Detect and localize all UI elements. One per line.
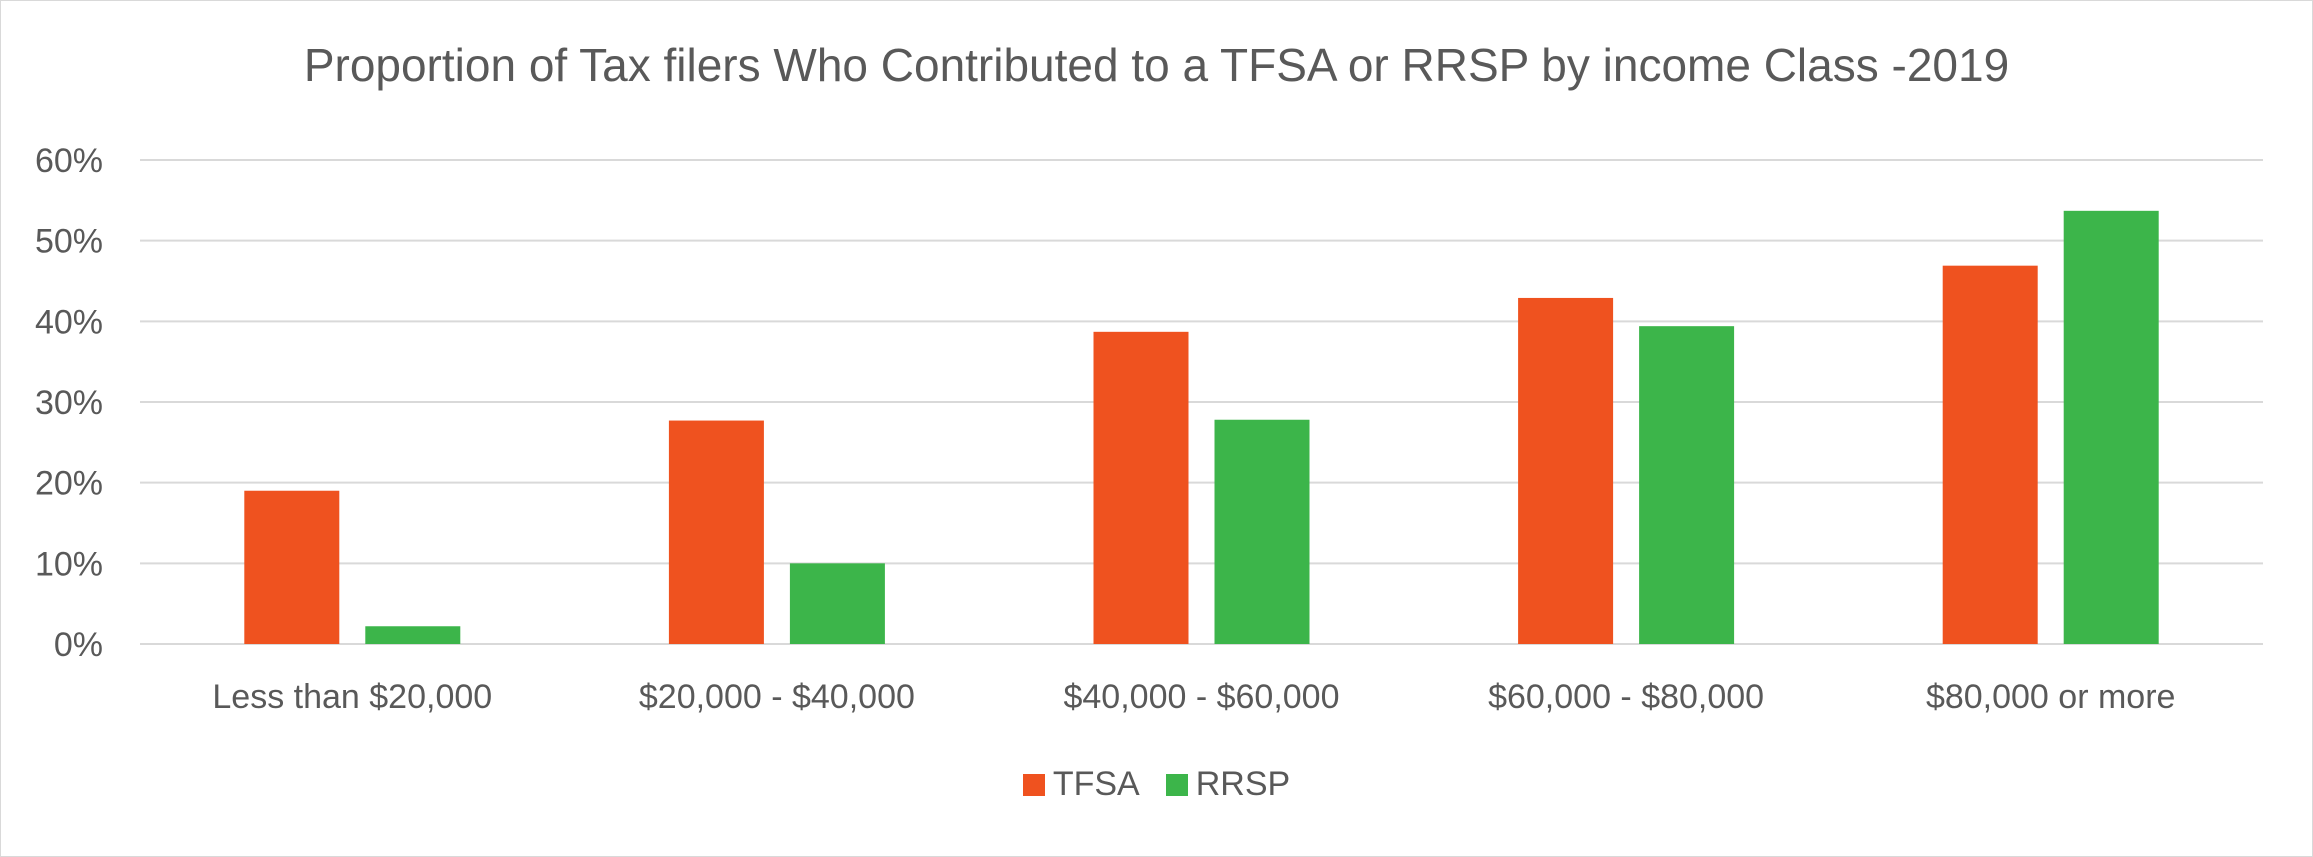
bar-tfsa bbox=[244, 490, 340, 644]
x-tick-label: $40,000 - $60,000 bbox=[1063, 678, 1339, 716]
y-tick-label: 20% bbox=[35, 465, 103, 503]
legend-swatch-rrsp bbox=[1165, 773, 1188, 796]
bar-tfsa bbox=[1518, 297, 1614, 644]
legend-swatch-tfsa bbox=[1022, 773, 1045, 796]
x-tick-label: $60,000 - $80,000 bbox=[1488, 678, 1764, 716]
legend-item-rrsp: RRSP bbox=[1165, 765, 1291, 804]
bar-tfsa bbox=[1093, 331, 1189, 644]
legend-label-rrsp: RRSP bbox=[1195, 765, 1291, 803]
x-tick-label: Less than $20,000 bbox=[212, 678, 492, 716]
bar-rrsp bbox=[1214, 419, 1310, 644]
bar-tfsa bbox=[1942, 265, 2038, 644]
y-tick-label: 40% bbox=[35, 303, 103, 341]
y-tick-label: 60% bbox=[35, 142, 103, 180]
y-tick-label: 50% bbox=[35, 223, 103, 261]
legend: TFSA RRSP bbox=[0, 765, 2313, 804]
y-tick-label: 30% bbox=[35, 384, 103, 422]
x-tick-label: $20,000 - $40,000 bbox=[639, 678, 915, 716]
y-tick-label: 0% bbox=[54, 626, 103, 664]
bar-tfsa bbox=[668, 420, 764, 644]
bar-rrsp bbox=[789, 563, 885, 644]
legend-item-tfsa: TFSA bbox=[1022, 765, 1140, 804]
bar-rrsp bbox=[2063, 210, 2159, 644]
legend-label-tfsa: TFSA bbox=[1052, 765, 1140, 803]
y-tick-label: 10% bbox=[35, 545, 103, 583]
bar-rrsp bbox=[1639, 326, 1735, 644]
bar-rrsp bbox=[365, 626, 461, 644]
chart-title: Proportion of Tax filers Who Contributed… bbox=[303, 39, 2010, 91]
x-tick-label: $80,000 or more bbox=[1926, 678, 2176, 716]
